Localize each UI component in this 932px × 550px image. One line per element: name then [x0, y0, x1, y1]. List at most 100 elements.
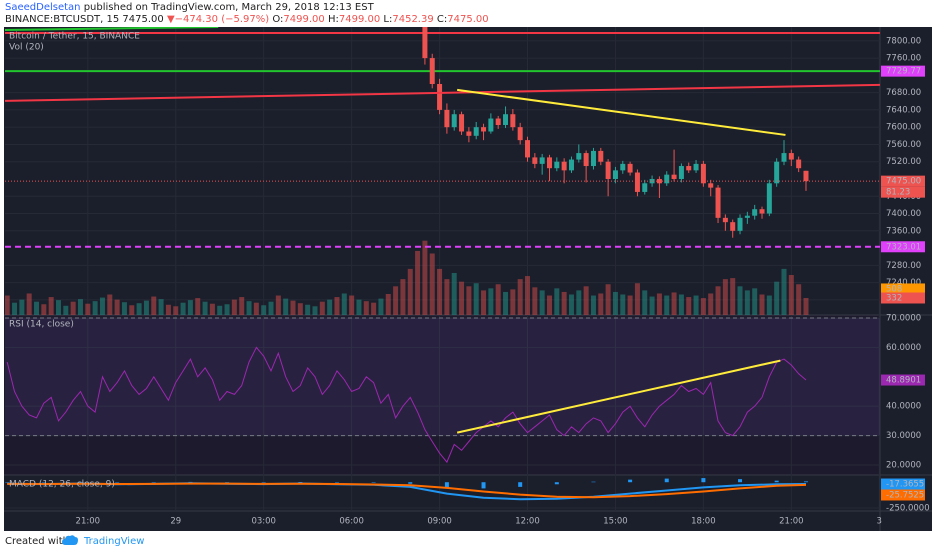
candle-body	[451, 114, 457, 128]
volume-bar	[459, 281, 465, 315]
x-tick-label: 15:00	[603, 517, 628, 527]
footer-created: Created with	[5, 536, 69, 547]
volume-bar	[664, 295, 670, 315]
x-tick-label: 18:00	[691, 517, 716, 527]
candle-body	[561, 161, 567, 171]
volume-bar	[312, 306, 318, 315]
macd-histogram-bar	[261, 482, 266, 483]
x-tick-label: 06:00	[339, 517, 364, 527]
macd-histogram-bar	[554, 482, 559, 485]
volume-bar	[561, 291, 567, 315]
volume-bar	[129, 305, 135, 315]
candle-body	[605, 161, 611, 179]
candle-body	[649, 178, 655, 184]
candle-body	[766, 183, 772, 214]
x-tick-label: 21:00	[779, 517, 804, 527]
volume-bar	[121, 302, 127, 315]
macd-histogram-bar	[115, 482, 120, 483]
volume-bar	[620, 294, 626, 315]
candle-body	[437, 83, 443, 110]
volume-bar	[466, 286, 472, 315]
volume-bar	[253, 302, 259, 315]
y-tick-label: 7800.00	[886, 36, 921, 46]
volume-bar	[554, 288, 560, 315]
volume-bar	[246, 301, 252, 315]
low-key: L:	[383, 14, 392, 25]
author[interactable]: SaeedDelsetan	[5, 2, 81, 13]
y-tick-label: 7640.00	[886, 105, 921, 115]
volume-bar	[642, 290, 648, 315]
macd-histogram-bar	[481, 482, 486, 489]
published: published on TradingView.com, March 29, …	[81, 2, 375, 13]
candle-body	[459, 114, 465, 132]
volume-bar	[627, 295, 633, 315]
volume-bar	[202, 301, 208, 315]
y-tick-label: 7400.00	[886, 209, 921, 219]
volume-bar	[305, 304, 311, 315]
pane	[5, 475, 880, 511]
volume-bar	[700, 298, 706, 315]
y-tick-label: 7600.00	[886, 123, 921, 133]
volume-bar	[143, 300, 149, 315]
logo	[62, 535, 78, 545]
candle-body	[737, 217, 743, 231]
price-badge	[881, 292, 925, 304]
volume-bar	[730, 278, 736, 315]
candle-body	[495, 118, 501, 126]
price-badge-label: 332	[886, 293, 902, 303]
volume-bar	[19, 299, 25, 315]
candle-body	[642, 183, 648, 192]
trend-line	[5, 83, 880, 102]
volume-bar	[415, 250, 421, 315]
open-key: O:	[272, 14, 283, 25]
high-key: H:	[328, 14, 339, 25]
y-tick-label: 60.0000	[886, 343, 921, 353]
volume-bar	[649, 296, 655, 315]
volume-bar	[503, 291, 509, 315]
volume-bar	[451, 272, 457, 315]
volume-bar	[283, 298, 289, 315]
volume-bar	[583, 286, 589, 315]
candle-body	[525, 140, 531, 158]
volume-bar	[781, 268, 787, 315]
volume-bar	[275, 295, 281, 315]
macd-histogram-bar	[803, 481, 808, 483]
macd-histogram-bar	[774, 480, 779, 483]
volume-bar	[378, 298, 384, 315]
volume-bar	[612, 291, 618, 315]
volume-bar	[209, 303, 215, 315]
macd-histogram-bar	[408, 482, 413, 484]
low: 7452.39	[392, 14, 433, 25]
volume-bar	[444, 279, 450, 315]
price-badge-label: 7475.00	[886, 177, 921, 187]
volume-bar	[239, 297, 245, 315]
volume-bar	[99, 297, 105, 315]
volume-bar	[297, 303, 303, 315]
candle-body	[627, 163, 633, 173]
volume-bar	[341, 293, 347, 315]
volume-bar	[510, 289, 516, 315]
candle-body	[744, 215, 750, 218]
y-tick-label: 7280.00	[886, 261, 921, 271]
volume-bar	[268, 301, 274, 315]
volume-bar	[766, 295, 772, 315]
volume-bar	[678, 294, 684, 315]
trend-line	[457, 88, 786, 136]
y-tick-label: 7680.00	[886, 88, 921, 98]
volume-bar	[422, 240, 428, 315]
candle-body	[722, 217, 728, 223]
candle-body	[444, 109, 450, 128]
macd-histogram-bar	[738, 479, 743, 483]
price-badge	[881, 489, 925, 501]
x-tick-label: 3	[877, 517, 882, 527]
price: 7475.00	[122, 14, 163, 25]
y-tick-label: 7520.00	[886, 157, 921, 167]
candle-body	[678, 166, 684, 179]
open: 7499.00	[283, 14, 324, 25]
volume-bar	[224, 304, 230, 315]
volume-bar	[173, 306, 179, 315]
arrow: ▼	[167, 14, 175, 25]
volume-bar	[400, 279, 406, 315]
footer-brand[interactable]: TradingView	[83, 536, 144, 547]
candle-body	[781, 153, 787, 162]
